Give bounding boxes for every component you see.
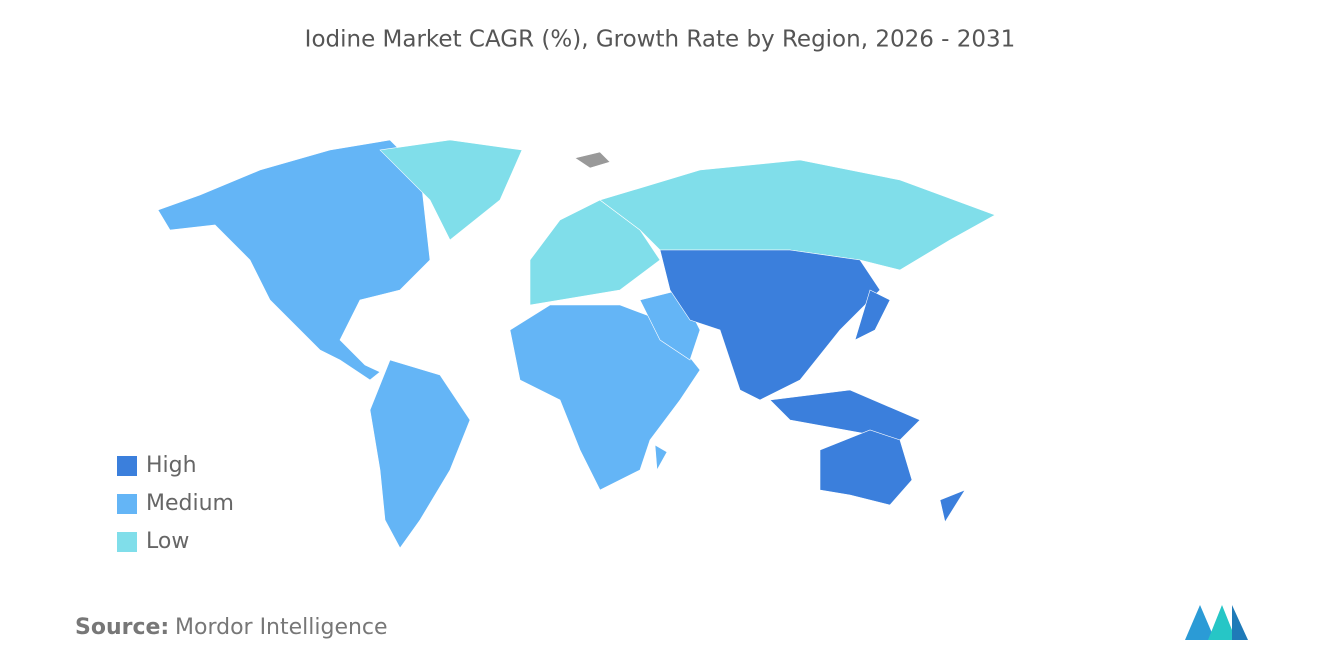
source-label: Source:	[75, 615, 169, 640]
legend-label: Low	[146, 529, 189, 554]
europe	[529, 199, 661, 306]
madagascar	[654, 444, 668, 472]
legend-swatch	[117, 494, 137, 514]
legend-label: Medium	[146, 491, 234, 516]
south-america	[369, 359, 471, 549]
legend-label: High	[146, 453, 197, 478]
japan	[854, 289, 891, 341]
new-zealand	[939, 489, 966, 523]
legend-swatch	[117, 532, 137, 552]
world-map	[157, 139, 996, 549]
africa	[509, 304, 701, 491]
svalbard	[574, 151, 611, 169]
logo	[1185, 605, 1248, 640]
legend-swatch	[117, 456, 137, 476]
source-text: Mordor Intelligence	[175, 615, 388, 640]
southeast-asia-islands	[769, 389, 921, 441]
title: Iodine Market CAGR (%), Growth Rate by R…	[305, 27, 1016, 53]
greenland	[379, 139, 523, 241]
asia	[659, 249, 881, 401]
north-america	[157, 139, 431, 381]
legend: High Medium Low	[117, 453, 234, 554]
australia	[819, 429, 913, 506]
